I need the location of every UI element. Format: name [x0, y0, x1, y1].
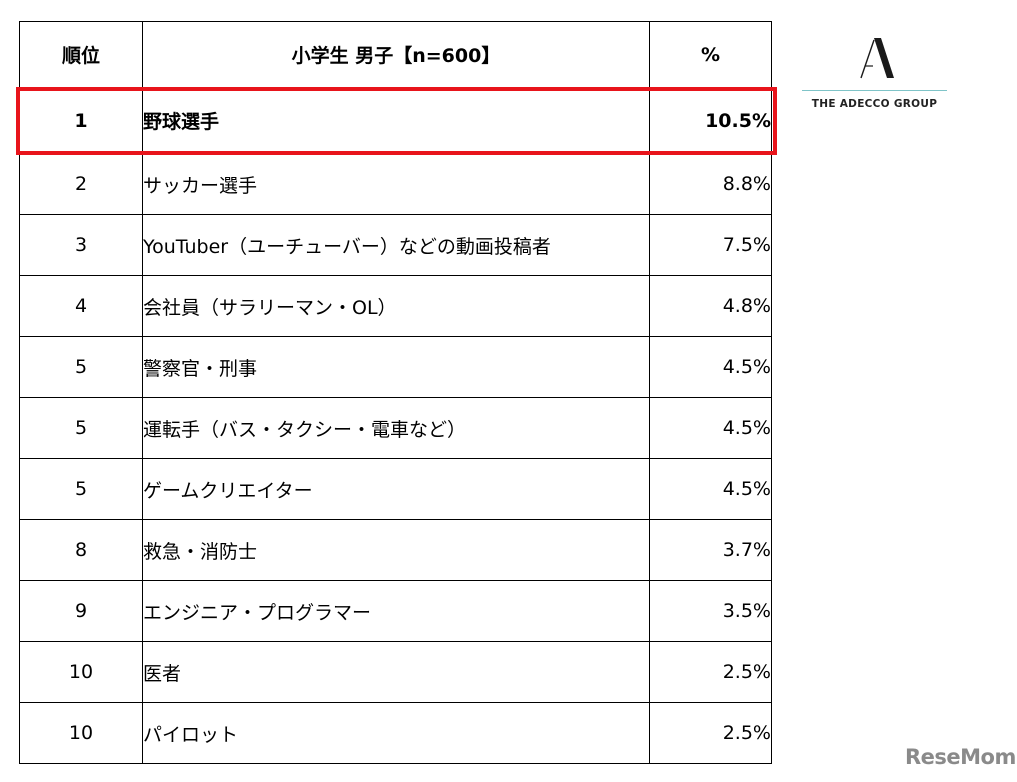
percent-cell: 2.5%	[649, 641, 772, 703]
percent-cell: 4.5%	[649, 458, 772, 520]
table-row: 5 運転手（バス・タクシー・電車など） 4.5%	[19, 397, 772, 459]
table-row: 2 サッカー選手 8.8%	[19, 153, 772, 215]
resemom-watermark: ReseMom	[905, 745, 1016, 769]
table-row: 5 警察官・刑事 4.5%	[19, 336, 772, 398]
rank-cell: 4	[19, 275, 143, 337]
rank-cell: 10	[19, 641, 143, 703]
percent-cell: 4.5%	[649, 397, 772, 459]
table-row: 4 会社員（サラリーマン・OL） 4.8%	[19, 275, 772, 337]
job-cell: 会社員（サラリーマン・OL）	[142, 275, 650, 337]
rank-cell: 9	[19, 580, 143, 642]
job-cell: サッカー選手	[142, 153, 650, 215]
job-cell: YouTuber（ユーチューバー）などの動画投稿者	[142, 214, 650, 276]
job-cell: 警察官・刑事	[142, 336, 650, 398]
percent-cell: 2.5%	[649, 702, 772, 764]
job-cell: 野球選手	[142, 87, 650, 154]
table-row: 9 エンジニア・プログラマー 3.5%	[19, 580, 772, 642]
rank-cell: 10	[19, 702, 143, 764]
job-cell: パイロット	[142, 702, 650, 764]
adecco-logo: THE ADECCO GROUP	[802, 38, 947, 118]
job-cell: 救急・消防士	[142, 519, 650, 581]
percent-cell: 3.7%	[649, 519, 772, 581]
table-row: 3 YouTuber（ユーチューバー）などの動画投稿者 7.5%	[19, 214, 772, 276]
table-row: 1 野球選手 10.5%	[19, 87, 772, 154]
percent-cell: 10.5%	[649, 87, 772, 154]
percent-cell: 3.5%	[649, 580, 772, 642]
rank-cell: 5	[19, 336, 143, 398]
percent-cell: 8.8%	[649, 153, 772, 215]
table-row: 8 救急・消防士 3.7%	[19, 519, 772, 581]
rank-cell: 3	[19, 214, 143, 276]
percent-cell: 4.8%	[649, 275, 772, 337]
job-cell: 医者	[142, 641, 650, 703]
rank-cell: 8	[19, 519, 143, 581]
rank-cell: 5	[19, 397, 143, 459]
header-job: 小学生 男子【n=600】	[142, 21, 650, 88]
job-cell: 運転手（バス・タクシー・電車など）	[142, 397, 650, 459]
logo-text: THE ADECCO GROUP	[811, 98, 938, 110]
rank-cell: 5	[19, 458, 143, 520]
table-row: 5 ゲームクリエイター 4.5%	[19, 458, 772, 520]
header-rank: 順位	[19, 21, 143, 88]
rank-cell: 1	[19, 87, 143, 154]
job-cell: エンジニア・プログラマー	[142, 580, 650, 642]
adecco-a-icon	[860, 38, 894, 79]
table-header-row: 順位 小学生 男子【n=600】 %	[19, 21, 772, 88]
header-percent: %	[649, 21, 772, 88]
percent-cell: 4.5%	[649, 336, 772, 398]
percent-cell: 7.5%	[649, 214, 772, 276]
table-row: 10 パイロット 2.5%	[19, 702, 772, 764]
table-row: 10 医者 2.5%	[19, 641, 772, 703]
logo-divider	[802, 90, 947, 91]
ranking-table: 順位 小学生 男子【n=600】 % 1 野球選手 10.5% 2 サッカー選手…	[19, 21, 772, 764]
job-cell: ゲームクリエイター	[142, 458, 650, 520]
rank-cell: 2	[19, 153, 143, 215]
